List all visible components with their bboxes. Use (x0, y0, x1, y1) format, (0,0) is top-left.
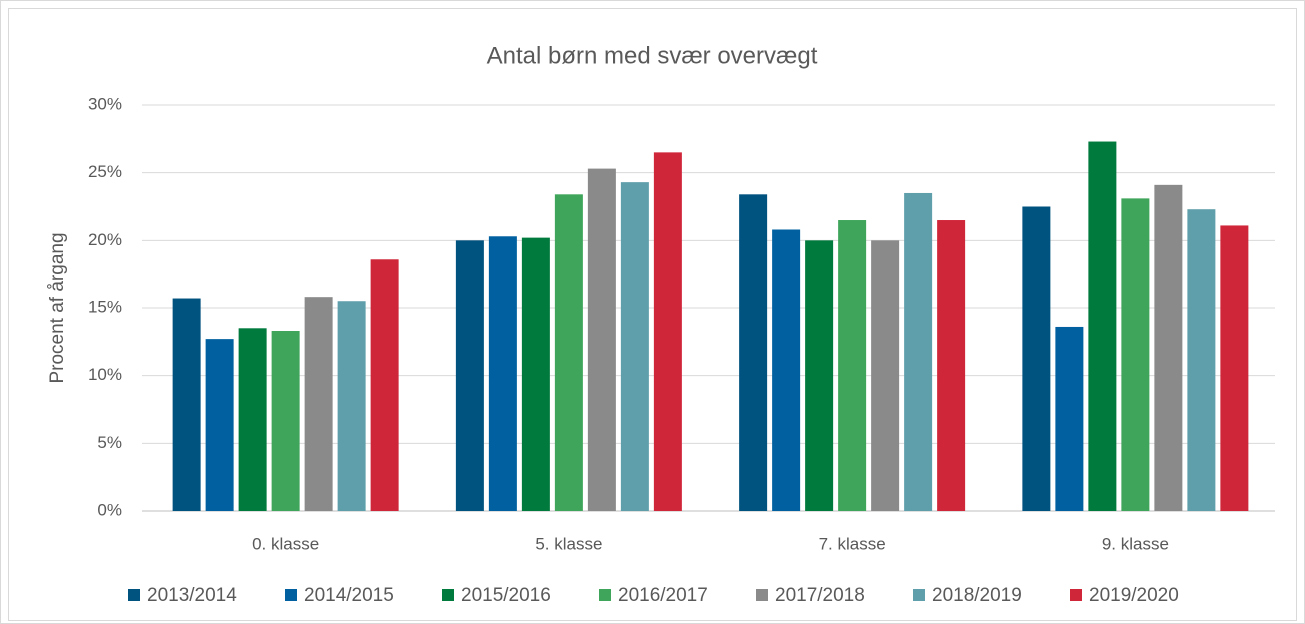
legend-label: 2019/2020 (1089, 585, 1179, 606)
legend-swatch (599, 589, 611, 601)
bar (205, 339, 234, 511)
bar (1121, 198, 1150, 511)
legend-label: 2017/2018 (775, 585, 865, 606)
bar (1055, 326, 1084, 511)
bar (739, 194, 768, 511)
bar (554, 194, 583, 511)
bar (1187, 209, 1216, 511)
legend-swatch (756, 589, 768, 601)
y-tick-label: 20% (88, 230, 122, 249)
bar (1220, 225, 1249, 512)
y-tick-label: 25% (88, 162, 122, 181)
x-tick-label: 7. klasse (819, 534, 886, 553)
legend-label: 2018/2019 (932, 585, 1022, 606)
bar (337, 301, 366, 511)
bar (620, 182, 649, 511)
legend-swatch (128, 589, 140, 601)
y-tick-label: 0% (97, 500, 122, 519)
chart-title: Antal børn med svær overvægt (487, 42, 818, 69)
bar (587, 168, 616, 511)
legend-swatch (285, 589, 297, 601)
bar (838, 220, 867, 512)
bar (271, 331, 300, 511)
bar (370, 259, 399, 511)
bar (772, 229, 801, 512)
y-axis-label: Procent af årgang (47, 232, 68, 383)
bar (1088, 141, 1117, 512)
y-tick-label: 30% (88, 94, 122, 113)
y-tick-label: 15% (88, 297, 122, 316)
chart-area (8, 8, 1297, 621)
bar (1154, 184, 1183, 511)
y-tick-label: 10% (88, 365, 122, 384)
bar (937, 220, 966, 512)
legend-label: 2013/2014 (147, 585, 237, 606)
bar (521, 237, 550, 512)
bar (304, 297, 333, 511)
bar (904, 192, 933, 511)
bar (488, 236, 517, 512)
legend-label: 2015/2016 (461, 585, 551, 606)
bar (238, 328, 267, 511)
legend-swatch (442, 589, 454, 601)
bar (1022, 206, 1051, 511)
bar (172, 298, 201, 511)
y-tick-label: 5% (97, 433, 122, 452)
bar (455, 240, 484, 512)
legend-label: 2014/2015 (304, 585, 394, 606)
legend-swatch (1070, 589, 1082, 601)
x-tick-label: 5. klasse (535, 534, 602, 553)
legend-swatch (913, 589, 925, 601)
bar (805, 240, 834, 512)
x-tick-label: 9. klasse (1102, 534, 1169, 553)
legend-label: 2016/2017 (618, 585, 708, 606)
bar (871, 240, 900, 512)
x-tick-label: 0. klasse (252, 534, 319, 553)
bar (653, 152, 682, 511)
